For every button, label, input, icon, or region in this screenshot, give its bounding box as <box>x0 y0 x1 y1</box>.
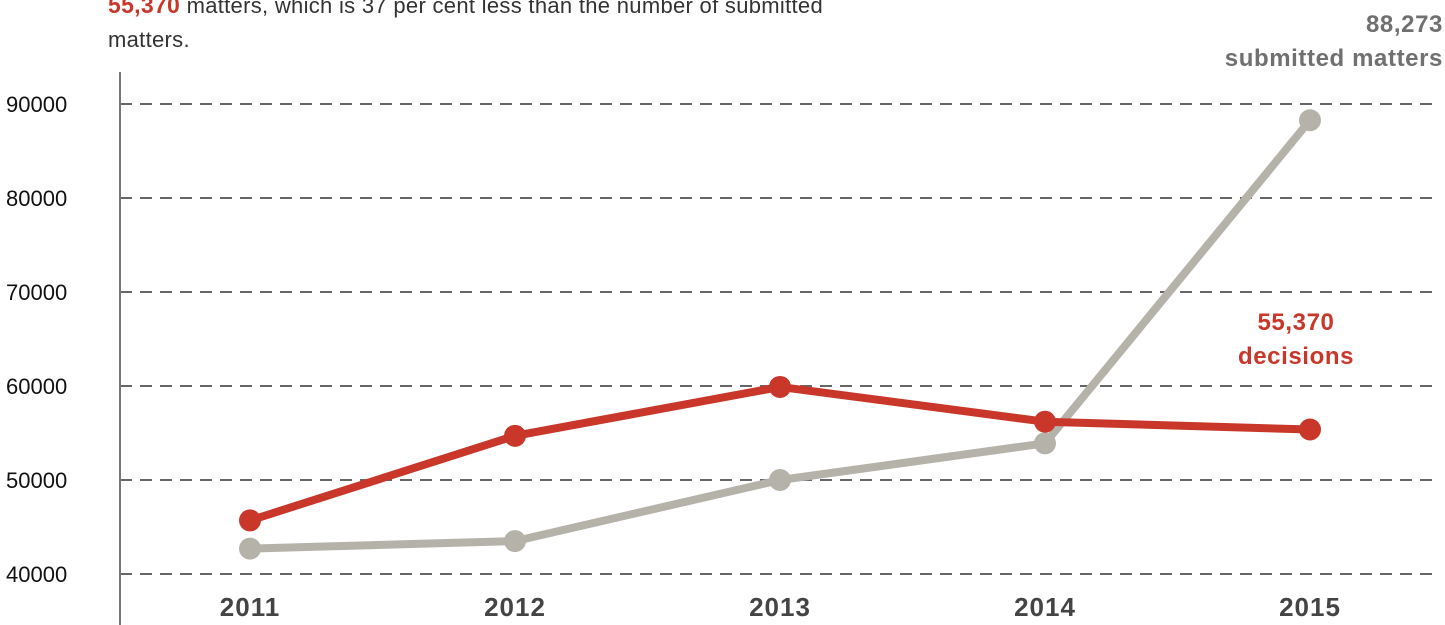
x-axis-ticks: 2011 2012 2013 2014 2015 <box>220 592 1341 622</box>
submitted-callout: 88,273 submitted matters <box>1143 8 1443 76</box>
x-tick-label: 2012 <box>484 592 546 622</box>
data-point-submitted-matters <box>504 530 526 553</box>
intro-text-line2: matters. <box>108 27 190 52</box>
y-tick-label: 40000 <box>6 562 67 587</box>
data-point-decisions <box>1299 418 1321 441</box>
y-tick-label: 90000 <box>6 92 67 117</box>
y-tick-label: 80000 <box>6 186 67 211</box>
submitted-callout-label: submitted matters <box>1224 45 1443 72</box>
data-point-decisions <box>239 509 261 532</box>
x-tick-label: 2014 <box>1014 592 1076 622</box>
data-point-decisions <box>769 375 791 398</box>
intro-highlight-value: 55,370 <box>108 0 181 18</box>
series-layer <box>239 109 1321 560</box>
x-tick-label: 2013 <box>749 592 811 622</box>
submitted-callout-value: 88,273 <box>1365 11 1443 38</box>
y-axis-ticks: 40000 50000 60000 70000 80000 90000 <box>6 92 67 587</box>
decisions-callout-label: decisions <box>1237 343 1355 370</box>
data-point-submitted-matters <box>1034 432 1056 455</box>
series-line-decisions <box>246 382 1314 525</box>
x-tick-label: 2011 <box>220 592 280 622</box>
decisions-callout: 55,370 decisions <box>1196 306 1396 374</box>
x-tick-label: 2015 <box>1279 592 1341 622</box>
data-point-submitted-matters <box>1299 109 1321 132</box>
grid-lines <box>120 103 1440 575</box>
y-tick-label: 60000 <box>6 374 67 399</box>
intro-text: 55,370 matters, which is 37 per cent les… <box>108 0 1068 57</box>
data-point-decisions <box>1034 410 1056 433</box>
data-point-submitted-matters <box>239 537 261 560</box>
data-point-decisions <box>504 424 526 447</box>
y-tick-label: 50000 <box>6 468 67 493</box>
data-point-submitted-matters <box>769 469 791 491</box>
decisions-callout-value: 55,370 <box>1257 309 1335 336</box>
intro-text-line1: matters, which is 37 per cent less than … <box>180 0 823 18</box>
y-tick-label: 70000 <box>6 280 67 305</box>
